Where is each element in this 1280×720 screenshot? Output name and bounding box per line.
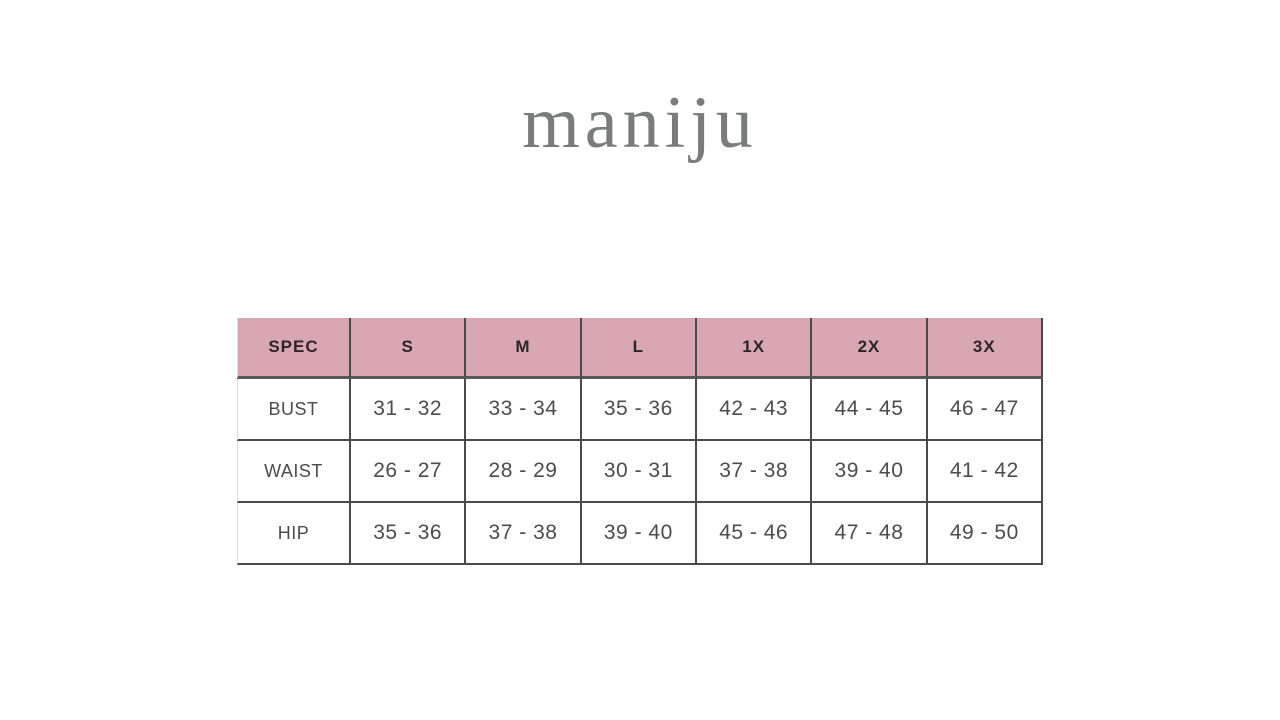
size-cell-bust-1x: 42 - 43 [696, 379, 813, 441]
brand-logo: maniju [522, 82, 758, 164]
size-cell-bust-3x: 46 - 47 [927, 379, 1043, 441]
size-cell-hip-s: 35 - 36 [351, 503, 467, 565]
size-cell-waist-3x: 41 - 42 [927, 441, 1043, 503]
size-cell-bust-s: 31 - 32 [351, 379, 467, 441]
size-cell-bust-m: 33 - 34 [466, 379, 582, 441]
size-chart-table: SPEC S M L 1X 2X 3X BUST 31 - 32 33 - 34… [237, 318, 1043, 565]
table-row-bust: BUST 31 - 32 33 - 34 35 - 36 42 - 43 44 … [237, 379, 1043, 441]
size-cell-waist-s: 26 - 27 [351, 441, 467, 503]
size-cell-hip-1x: 45 - 46 [696, 503, 813, 565]
column-header-spec: SPEC [237, 318, 351, 379]
row-label-waist: WAIST [237, 441, 351, 503]
size-cell-waist-l: 30 - 31 [581, 441, 697, 503]
column-header-l: L [581, 318, 697, 379]
table-row-hip: HIP 35 - 36 37 - 38 39 - 40 45 - 46 47 -… [237, 503, 1043, 565]
size-cell-hip-3x: 49 - 50 [927, 503, 1043, 565]
size-cell-hip-m: 37 - 38 [466, 503, 582, 565]
size-cell-bust-2x: 44 - 45 [812, 379, 928, 441]
size-cell-waist-m: 28 - 29 [466, 441, 582, 503]
size-cell-hip-2x: 47 - 48 [812, 503, 928, 565]
size-chart-header-row: SPEC S M L 1X 2X 3X [237, 318, 1043, 379]
column-header-2x: 2X [812, 318, 928, 379]
column-header-3x: 3X [927, 318, 1043, 379]
size-cell-waist-2x: 39 - 40 [812, 441, 928, 503]
column-header-m: M [466, 318, 582, 379]
size-cell-hip-l: 39 - 40 [581, 503, 697, 565]
column-header-1x: 1X [696, 318, 813, 379]
row-label-hip: HIP [237, 503, 351, 565]
size-cell-waist-1x: 37 - 38 [696, 441, 813, 503]
table-row-waist: WAIST 26 - 27 28 - 29 30 - 31 37 - 38 39… [237, 441, 1043, 503]
size-cell-bust-l: 35 - 36 [581, 379, 697, 441]
column-header-s: S [351, 318, 467, 379]
row-label-bust: BUST [237, 379, 351, 441]
